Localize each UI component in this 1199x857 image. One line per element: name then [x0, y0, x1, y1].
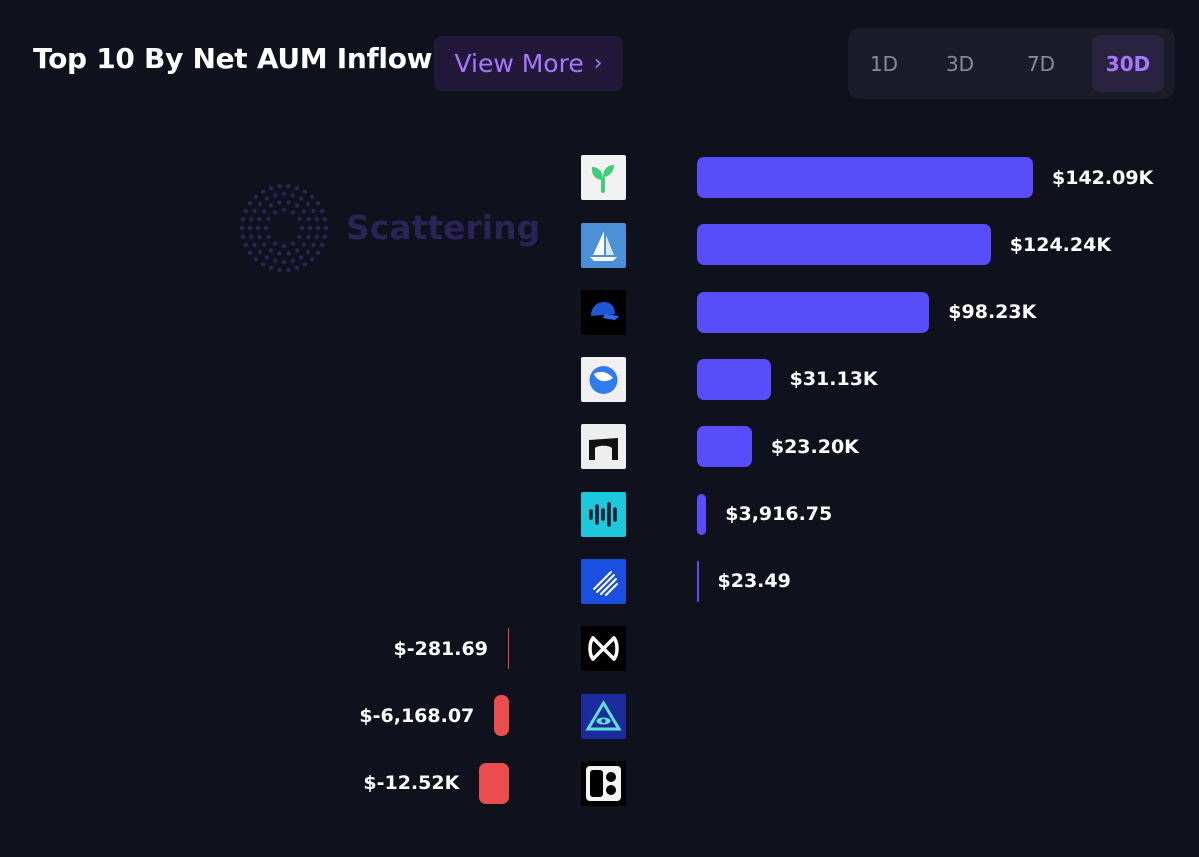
value-label-3: $98.23K	[948, 301, 1037, 324]
bar-7	[697, 560, 699, 602]
sailboat-icon	[581, 223, 626, 268]
value-label-5: $23.20K	[770, 435, 859, 458]
bar-3	[697, 291, 930, 333]
value-label-2: $124.24K	[1009, 233, 1112, 256]
chevron-right-icon: ›	[593, 51, 603, 76]
value-label-7: $23.49	[717, 570, 791, 593]
cyan-waveform-icon	[581, 492, 626, 537]
period-selector: 1D 3D 7D 30D	[848, 28, 1175, 99]
bar-2	[697, 224, 991, 266]
black-dots-icon	[581, 761, 626, 806]
watermark: Scattering	[236, 180, 540, 276]
eye-triangle-icon	[581, 694, 626, 739]
value-label-10: $-12.52K	[363, 772, 460, 795]
bar-10	[479, 762, 509, 804]
bar-4	[697, 358, 771, 400]
bar-9	[494, 695, 509, 737]
period-tab-30d[interactable]: 30D	[1092, 35, 1164, 92]
green-sprout-icon	[581, 155, 626, 200]
x-loop-icon	[581, 626, 626, 671]
watermark-text: Scattering	[346, 208, 541, 247]
value-label-4: $31.13K	[789, 368, 878, 391]
value-label-9: $-6,168.07	[359, 704, 475, 727]
chart-title: Top 10 By Net AUM Inflow	[33, 42, 433, 75]
bar-1	[697, 157, 1033, 198]
blue-cap-icon	[581, 290, 626, 335]
bar-8	[507, 628, 509, 670]
value-label-1: $142.09K	[1052, 166, 1154, 189]
blue-stripes-circle-icon	[581, 559, 626, 604]
value-label-8: $-281.69	[393, 637, 488, 660]
period-tab-1d[interactable]: 1D	[869, 51, 899, 76]
period-tab-3d[interactable]: 3D	[945, 51, 975, 76]
period-tab-7d[interactable]: 7D	[1026, 51, 1056, 76]
blue-drop-circle-icon	[581, 357, 626, 402]
bridge-arch-icon	[581, 424, 626, 469]
watermark-logo-icon	[239, 184, 329, 272]
bar-5	[697, 426, 752, 468]
bar-6	[697, 493, 707, 535]
view-more-button[interactable]: View More ›	[434, 36, 623, 91]
view-more-label: View More	[454, 49, 584, 78]
value-label-6: $3,916.75	[725, 503, 833, 525]
